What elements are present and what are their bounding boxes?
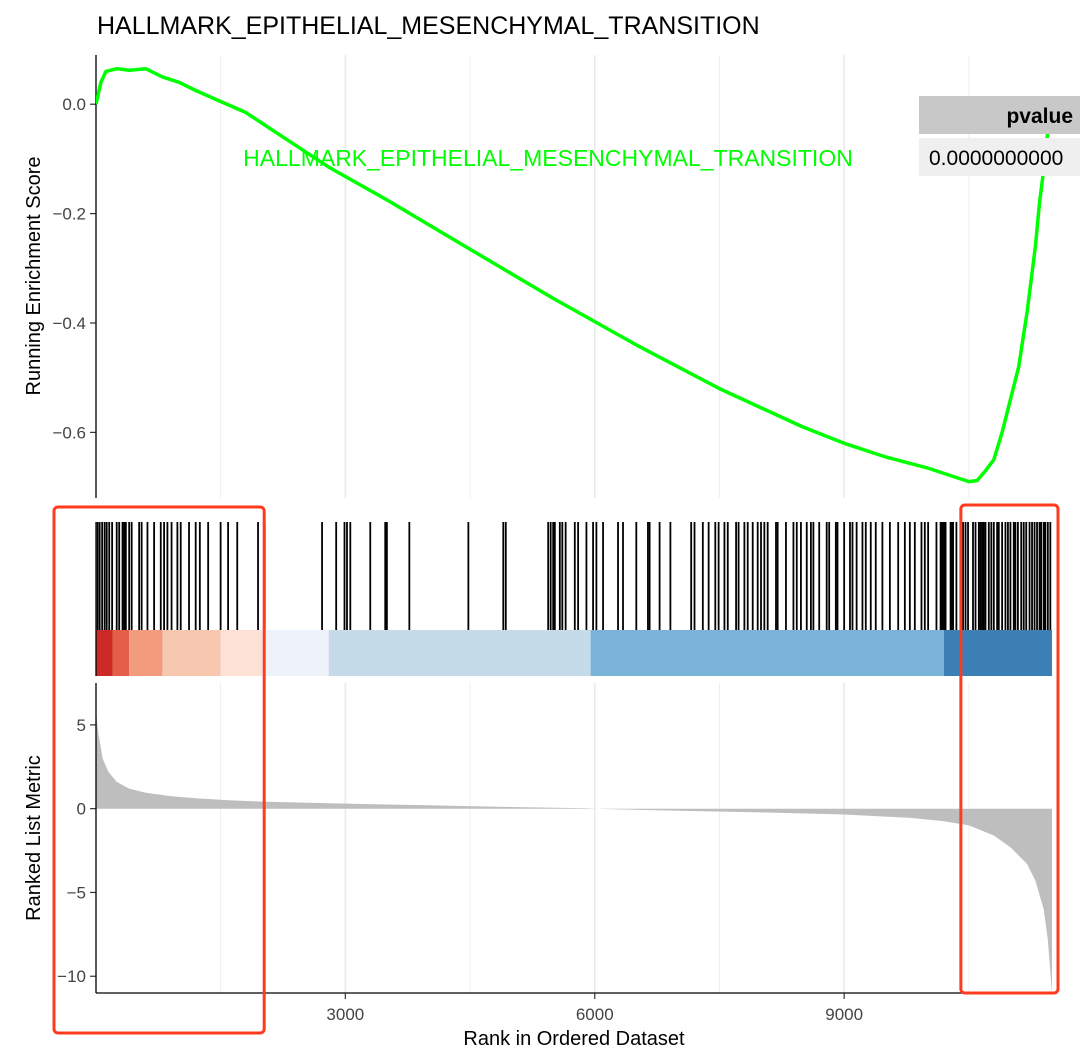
enrichment-grid — [220, 55, 970, 498]
ranked-metric-y-ticks: 5 0 −5 −10 — [57, 716, 96, 986]
enrichment-y-ticks: 0.0 −0.2 −0.4 −0.6 — [52, 95, 96, 442]
y-tick-label: 0.0 — [62, 95, 86, 114]
enrichment-panel: 0.0 −0.2 −0.4 −0.6 Running Enrichment Score… — [23, 55, 1080, 498]
y-tick-label: 5 — [77, 716, 86, 735]
rank-color-band — [129, 630, 163, 676]
gene-hit-panel — [95, 522, 1052, 676]
x-tick-label: 6000 — [576, 1005, 614, 1024]
pvalue-table-header: pvalue — [1006, 105, 1073, 128]
ranked-metric-area — [96, 711, 1052, 993]
ranked-metric-panel: 50−5−10 3000 6000 9000 Ranked List Metric … — [23, 683, 1052, 1050]
rank-color-strip — [96, 630, 1052, 676]
y-tick-label: −0.2 — [52, 205, 86, 224]
rank-color-band — [112, 630, 130, 676]
x-tick-label: 9000 — [825, 1005, 863, 1024]
rank-color-band — [328, 630, 591, 676]
x-axis-title: Rank in Ordered Dataset — [463, 1028, 685, 1050]
enrichment-y-axis-title: Running Enrichment Score — [23, 156, 45, 395]
pvalue-table-header-bg — [919, 96, 1080, 134]
gene-set-label: HALLMARK_EPITHELIAL_MESENCHYMAL_TRANSITI… — [243, 145, 853, 171]
y-tick-label: −0.4 — [52, 314, 86, 333]
rank-color-band — [262, 630, 329, 676]
chart-title: HALLMARK_EPITHELIAL_MESENCHYMAL_TRANSITI… — [97, 12, 760, 40]
y-tick-label: −5 — [67, 883, 86, 902]
highlight-box-top-ranked — [52, 505, 266, 1035]
ranked-metric-y-axis-title: Ranked List Metric — [23, 755, 45, 921]
pvalue-table-cell-bg — [919, 138, 1080, 176]
y-tick-label: −0.6 — [52, 423, 86, 442]
rank-color-band — [590, 630, 944, 676]
ranked-metric-grid — [220, 683, 970, 993]
rank-color-band — [96, 630, 113, 676]
gene-hits — [96, 522, 1052, 630]
highlight-box-bottom-ranked — [959, 503, 1060, 995]
y-tick-label: 0 — [77, 800, 86, 819]
pvalue-table: pvalue 0.0000000000 — [919, 96, 1080, 176]
x-tick-label: 3000 — [326, 1005, 364, 1024]
pvalue-table-value: 0.0000000000 — [929, 147, 1063, 170]
enrichment-score-line — [96, 66, 1054, 484]
rank-color-band — [220, 630, 263, 676]
rank-color-band — [162, 630, 221, 676]
y-tick-label: −10 — [57, 967, 86, 986]
x-ticks: 3000 6000 9000 — [326, 993, 863, 1024]
